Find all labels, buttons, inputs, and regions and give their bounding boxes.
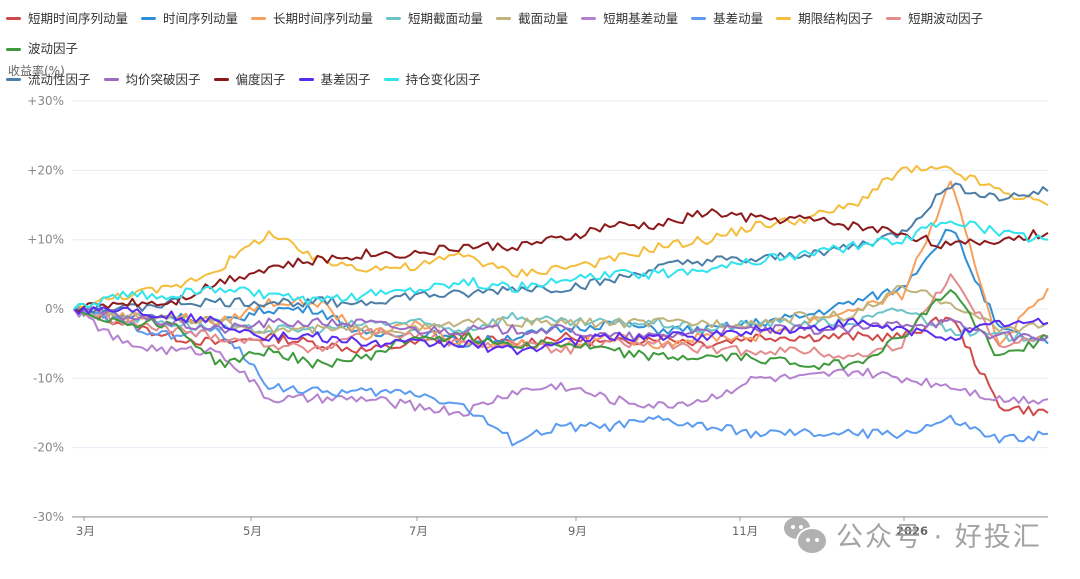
legend-line-icon (6, 17, 21, 20)
series-line[interactable] (73, 289, 1049, 371)
legend-label: 基差动量 (713, 10, 764, 26)
legend-label: 短期时间序列动量 (28, 10, 129, 26)
legend-line-icon (496, 17, 512, 20)
series-line[interactable] (73, 306, 1049, 356)
series-line[interactable] (73, 164, 1049, 311)
series-line[interactable] (73, 306, 1049, 343)
legend-label: 时间序列动量 (163, 10, 239, 26)
legend-line-icon (6, 47, 21, 51)
series-line[interactable] (73, 208, 1049, 313)
series-line[interactable] (73, 220, 1049, 310)
legend-item[interactable]: 基差动量 (691, 5, 763, 33)
legend-line-icon (691, 17, 707, 20)
legend-line-icon (886, 17, 902, 20)
legend-line-icon (213, 78, 229, 81)
legend-line-icon (103, 78, 119, 81)
legend-item[interactable]: 短期时间序列动量 (6, 5, 128, 33)
legend-label: 短期截面动量 (408, 10, 484, 26)
x-axis: 3月 5月 7月 9月 11月 2026 (72, 516, 1048, 538)
legend-item[interactable]: 截面动量 (496, 5, 568, 33)
series-line[interactable] (73, 307, 1049, 417)
legend-label: 波动因子 (28, 41, 79, 56)
legend-label: 短期波动因子 (908, 10, 984, 26)
legend-label: 基差因子 (320, 71, 371, 87)
legend-item[interactable]: 时间序列动量 (141, 5, 238, 33)
legend-item[interactable]: 均价突破因子 (103, 66, 201, 94)
legend-line-icon (6, 78, 21, 81)
legend-line-icon (298, 78, 314, 81)
y-axis-labels: +30% +20% +10% 0% -10% -20% -30% (27, 94, 64, 524)
series-line[interactable] (73, 228, 1049, 348)
legend-item[interactable]: 流动性因子 (6, 66, 91, 94)
legend-label: 截面动量 (518, 10, 569, 26)
y-axis-title: 收益率(%) (8, 64, 65, 78)
legend-label: 流动性因子 (28, 71, 91, 87)
legend-label: 均价突破因子 (125, 71, 201, 87)
series-line[interactable] (73, 182, 1049, 314)
series-line[interactable] (73, 305, 1049, 447)
legend-label: 持仓变化因子 (405, 71, 481, 87)
series-line[interactable] (73, 308, 1049, 417)
legend-item[interactable]: 长期时间序列动量 (251, 5, 373, 33)
legend-label: 长期时间序列动量 (273, 10, 374, 26)
chart-legend: 短期时间序列动量 时间序列动量 长期时间序列动量 短期截面动量 截面动量 短期基差动量 基差… (6, 2, 1076, 94)
svg-text:-20%: -20% (33, 441, 64, 455)
legend-item[interactable]: 波动因子 (6, 35, 78, 63)
legend-line-icon (251, 17, 267, 20)
series-lines (73, 164, 1049, 447)
legend-label: 期限结构因子 (798, 10, 874, 26)
legend-item[interactable]: 短期基差动量 (581, 5, 678, 33)
legend-item[interactable]: 持仓变化因子 (383, 66, 481, 94)
grid-lines (72, 100, 1048, 449)
svg-text:0%: 0% (45, 302, 64, 316)
watermark-text: 公众号 · 好投汇 (836, 522, 1042, 553)
legend-line-icon (581, 17, 597, 20)
svg-text:+30%: +30% (27, 94, 64, 108)
svg-text:7月: 7月 (409, 524, 428, 538)
legend-line-icon (776, 17, 792, 20)
legend-label: 偏度因子 (235, 71, 286, 87)
svg-text:9月: 9月 (568, 524, 587, 538)
legend-item[interactable]: 短期截面动量 (386, 5, 483, 33)
svg-text:+20%: +20% (27, 163, 64, 177)
svg-text:-10%: -10% (33, 371, 64, 385)
wechat-icon (784, 516, 828, 555)
series-line[interactable] (73, 306, 1049, 343)
legend-line-icon (383, 78, 399, 81)
legend-item[interactable]: 期限结构因子 (776, 5, 873, 33)
legend-line-icon (141, 17, 157, 20)
series-line[interactable] (73, 284, 1049, 336)
legend-item[interactable]: 偏度因子 (213, 66, 286, 94)
svg-text:2026: 2026 (896, 524, 928, 538)
watermark: 公众号 · 好投汇 (784, 515, 1042, 555)
legend-item[interactable]: 基差因子 (298, 66, 371, 94)
svg-text:11月: 11月 (732, 524, 758, 538)
svg-text:-30%: -30% (33, 510, 64, 524)
legend-line-icon (386, 17, 402, 20)
svg-text:3月: 3月 (76, 524, 95, 538)
svg-text:5月: 5月 (243, 524, 262, 538)
legend-item[interactable]: 短期波动因子 (886, 5, 983, 33)
legend-label: 短期基差动量 (603, 10, 679, 26)
svg-text:+10%: +10% (27, 233, 64, 247)
